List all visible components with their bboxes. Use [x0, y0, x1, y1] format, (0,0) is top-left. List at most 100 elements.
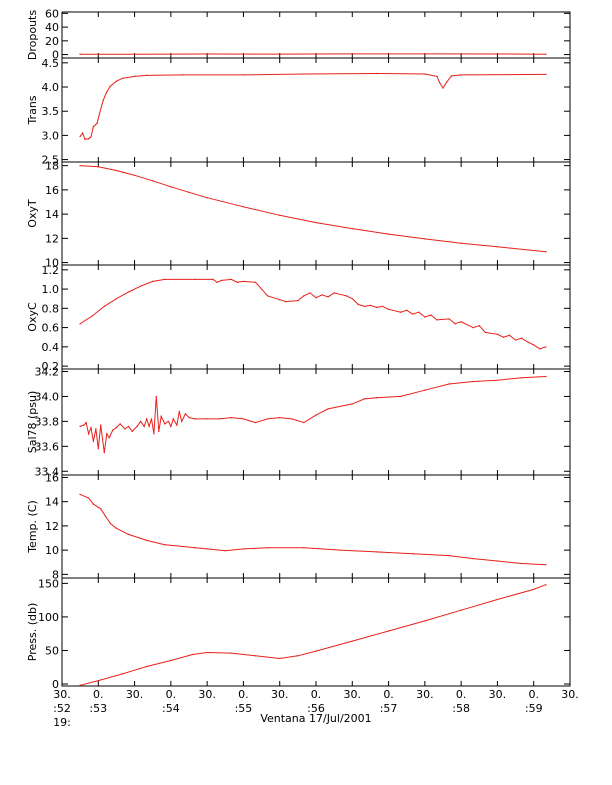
panel-5-data-point: [167, 420, 169, 422]
panel-6-ytick-label: 10: [45, 544, 59, 557]
panel-4-data-point: [381, 305, 384, 307]
panel-3-data-point: [424, 238, 426, 240]
panel-4-data-point: [303, 295, 305, 297]
panel-5-data-point: [115, 427, 117, 429]
panel-4-data-point: [115, 298, 117, 300]
panel-4-data-point: [333, 292, 335, 294]
panel-4-data-point: [91, 315, 93, 317]
panel-5-data-point: [158, 430, 160, 432]
x-axis-label: Ventana 17/Jul/2001: [260, 712, 371, 725]
panel-7-ytick-label: 100: [38, 611, 59, 624]
xtick-label: :55: [235, 702, 253, 715]
xtick-label: 0.: [238, 688, 249, 701]
panel-5-data-point: [160, 415, 162, 417]
panel-3-data-point: [315, 222, 317, 224]
panel-4-data-point: [508, 334, 511, 336]
panel-3-ytick-label: 10: [45, 257, 59, 270]
panel-5-ylabel: Sal78 (psu): [26, 391, 39, 454]
panel-6-ytick-label: 8: [52, 568, 59, 581]
panel-6-data-point: [164, 544, 166, 546]
xtick-label: :53: [89, 702, 107, 715]
panel-5-data-point: [176, 424, 178, 426]
panel-1-data-point: [496, 53, 498, 55]
panel-5-data-point: [150, 418, 153, 420]
panel-7-data-point: [545, 584, 547, 586]
panel-3-data-point: [134, 174, 136, 176]
panel-5-data-point: [375, 397, 378, 399]
panel-5-data-point: [448, 383, 450, 385]
panel-2-data-point: [90, 136, 92, 138]
panel-7-series-line: [79, 584, 546, 686]
panel-4-data-point: [216, 281, 218, 283]
panel-3-ylabel: OxyT: [26, 199, 39, 228]
panel-6-data-point: [182, 545, 184, 548]
panel-7-data-point: [388, 630, 390, 632]
panel-4-data-point: [430, 314, 432, 316]
panel-6-data-point: [115, 527, 117, 529]
panel-5-data-point: [146, 418, 148, 420]
panel-4-data-point: [369, 304, 371, 306]
panel-2-ytick-label: 4.0: [42, 81, 60, 94]
panel-5-data-point: [95, 428, 97, 430]
panel-2-data-point: [424, 73, 426, 75]
panel-4-series-line: [79, 278, 546, 350]
panel-4-data-point: [448, 318, 450, 320]
panel-2-data-point: [115, 80, 117, 82]
panel-1-data-point: [424, 53, 426, 55]
panel-2-data-point: [460, 74, 462, 76]
panel-4-data-point: [400, 311, 402, 313]
panel-6-data-point: [79, 493, 81, 495]
panel-4-data-point: [152, 280, 154, 282]
panel-3-data-point: [170, 186, 172, 188]
panel-6-data-point: [375, 551, 378, 553]
panel-5-data-point: [108, 437, 110, 439]
panel-4-data-point: [309, 292, 311, 294]
xtick-label: 0.: [311, 688, 322, 701]
panel-5-data-point: [88, 433, 90, 435]
panel-5-data-point: [155, 395, 157, 397]
panel-7-data-point: [230, 652, 232, 654]
panel-4-data-point: [454, 323, 456, 325]
panel-3-data-point: [97, 166, 99, 168]
panel-6-ytick-label: 16: [45, 471, 59, 484]
panel-4-data-point: [285, 301, 287, 303]
panel-4-data-point: [460, 321, 462, 323]
panel-2-series-line: [79, 72, 546, 140]
panel-4-data-point: [140, 285, 142, 287]
panel-7-data-point: [170, 659, 172, 662]
panel-1-data-point: [351, 53, 353, 55]
panel-5-data-point: [315, 414, 317, 416]
panel-2-data-point: [450, 75, 453, 77]
xtick-label: 30.: [126, 688, 144, 701]
panel-5-data-point: [472, 380, 474, 383]
panel-5-data-point: [85, 422, 87, 424]
panel-4-data-point: [418, 311, 420, 313]
panel-5-data-point: [79, 425, 81, 427]
xtick-label: 30.: [489, 688, 507, 701]
panel-4-ytick-label: 0.4: [42, 341, 60, 354]
panel-7-frame: [61, 577, 571, 687]
panel-5-data-point: [188, 417, 190, 419]
panel-5-data-point: [131, 430, 133, 432]
panel-3-data-point: [460, 242, 462, 244]
xtick-label: 30.: [561, 688, 579, 701]
panel-4-data-point: [127, 291, 130, 293]
panel-4-data-point: [502, 336, 505, 338]
panel-2-data-point: [79, 135, 81, 137]
panel-6-data-point: [109, 522, 111, 525]
panel-1-ytick-label: 60: [45, 7, 59, 20]
panel-4-data-point: [375, 306, 378, 308]
panel-2-data-point: [84, 138, 86, 140]
panel-5-data-point: [279, 417, 281, 419]
xtick-label: 0.: [528, 688, 539, 701]
panel-5-data-point: [83, 424, 85, 426]
panel-5-data-point: [291, 418, 293, 420]
panel-1-frame: [61, 11, 571, 59]
panel-6-data-point: [448, 555, 450, 557]
panel-4-data-point: [527, 341, 529, 343]
panel-5-data-point: [400, 395, 402, 397]
panel-5-frame: [61, 368, 571, 476]
panel-5-data-point: [254, 422, 257, 424]
panel-7-data-point: [496, 598, 498, 601]
